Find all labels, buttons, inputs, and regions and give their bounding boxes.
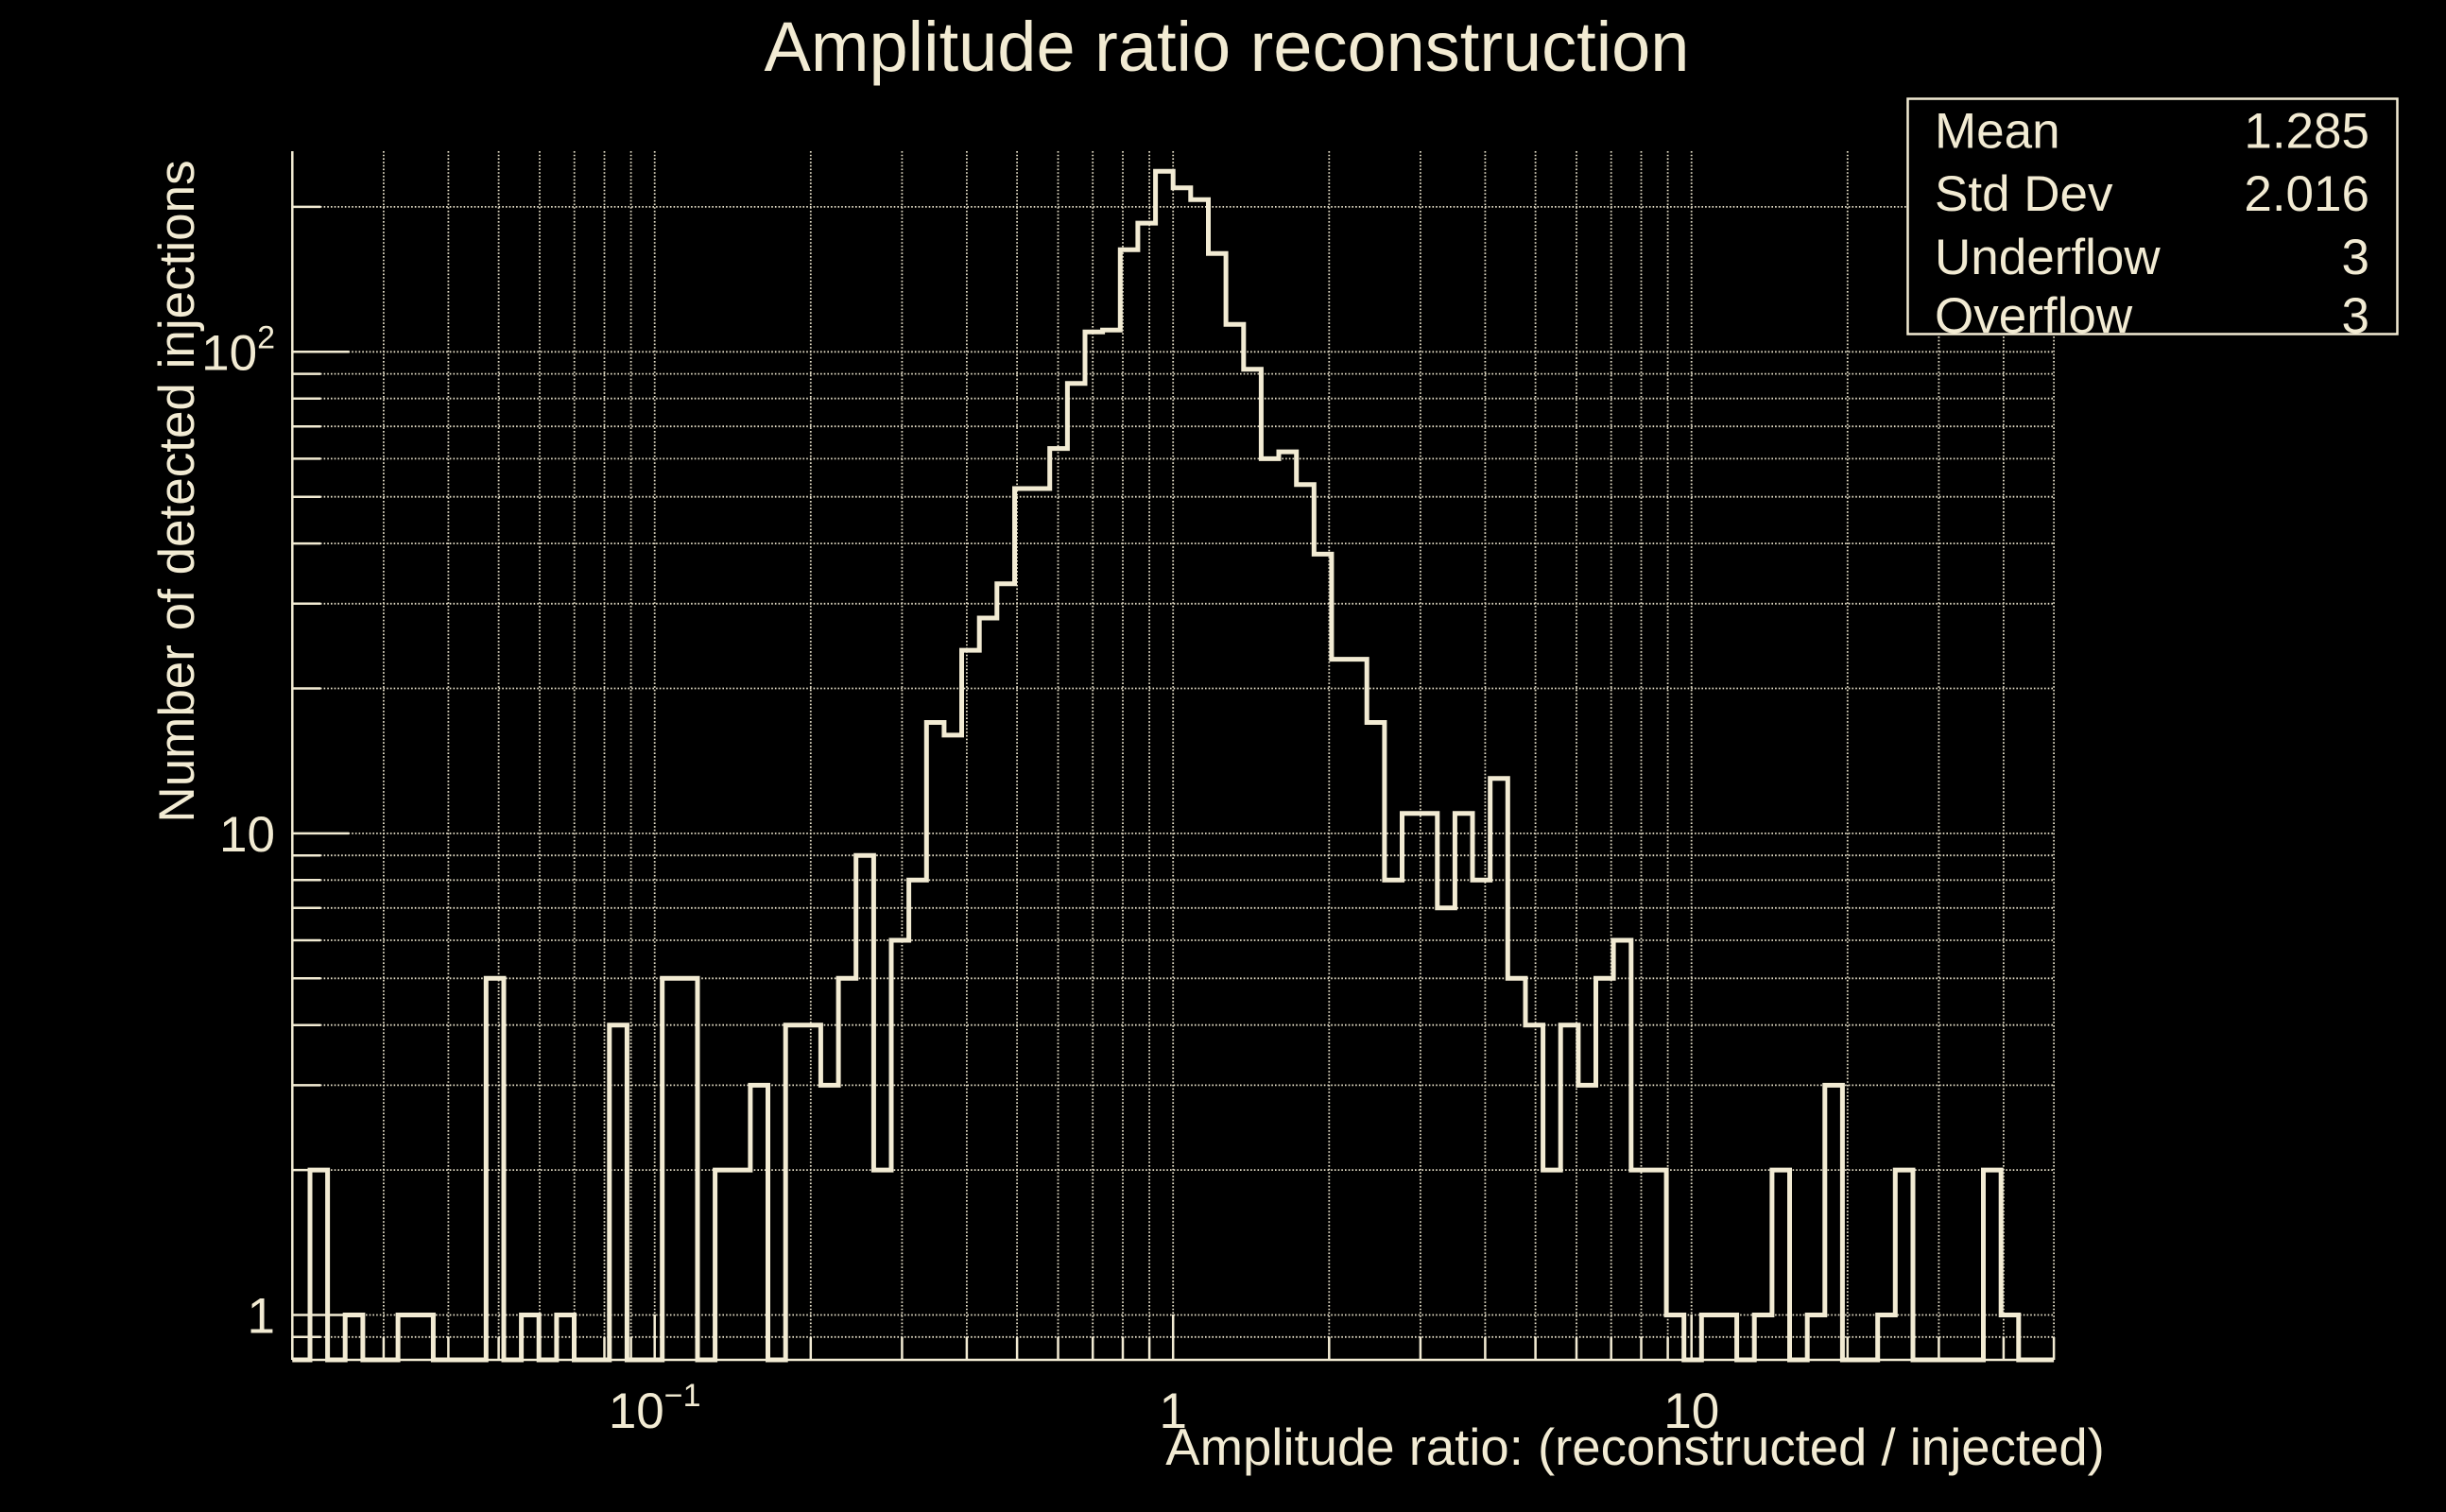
svg-text:1: 1 — [1159, 1383, 1186, 1439]
svg-text:Mean: Mean — [1935, 104, 2060, 160]
svg-text:Underflow: Underflow — [1935, 230, 2161, 285]
svg-text:3: 3 — [2342, 288, 2369, 344]
svg-text:Number of detected injections: Number of detected injections — [149, 160, 205, 822]
svg-text:Std Dev: Std Dev — [1935, 166, 2113, 222]
svg-text:Amplitude ratio reconstruction: Amplitude ratio reconstruction — [765, 8, 1690, 86]
svg-text:1.285: 1.285 — [2244, 104, 2369, 160]
svg-text:3: 3 — [2342, 230, 2369, 285]
svg-text:1: 1 — [248, 1289, 275, 1345]
svg-text:10: 10 — [1663, 1383, 1719, 1439]
svg-text:10: 10 — [219, 807, 275, 863]
svg-text:Overflow: Overflow — [1935, 288, 2133, 344]
svg-text:Amplitude ratio: (reconstructe: Amplitude ratio: (reconstructed / inject… — [1165, 1418, 2105, 1476]
svg-text:2.016: 2.016 — [2244, 166, 2369, 222]
